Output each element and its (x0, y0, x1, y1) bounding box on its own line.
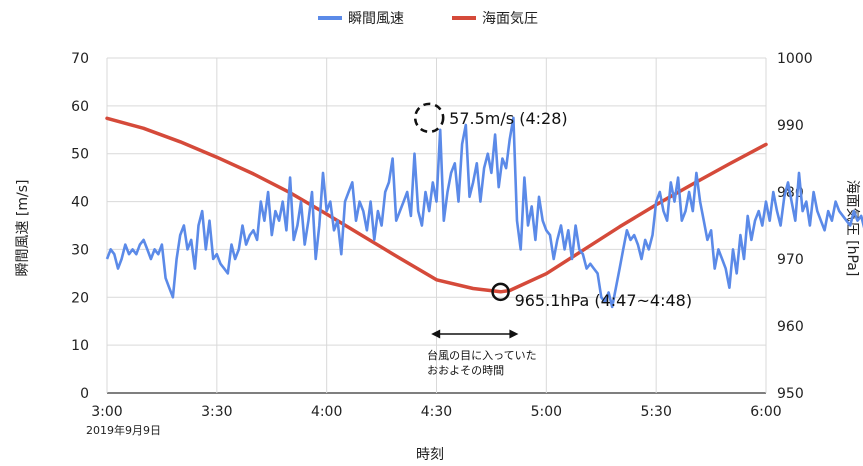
right-tick-label: 1000 (777, 51, 813, 67)
x-tick-label: 5:00 (531, 404, 562, 420)
right-tick-label: 990 (777, 118, 804, 134)
eye-bracket-label-line1: 台風の目に入っていた (427, 348, 536, 362)
eye-bracket-label-line2: おおよその時間 (427, 364, 504, 377)
x-axis-ticks: 3:00 3:30 4:00 4:30 5:00 5:30 6:00 (91, 404, 781, 420)
left-axis-ticks: 0 10 20 30 40 50 60 70 (71, 51, 89, 402)
left-tick-label: 0 (80, 386, 89, 402)
eye-bracket: 台風の目に入っていた おおよその時間 (427, 329, 537, 377)
gridlines (106, 57, 767, 394)
x-tick-label: 4:30 (421, 404, 452, 420)
wind-series-line (105, 116, 863, 309)
left-tick-label: 70 (71, 51, 89, 67)
x-tick-label: 5:30 (640, 404, 671, 420)
left-tick-label: 20 (71, 290, 89, 306)
right-axis-title: 海面気圧 [hPa] (844, 180, 860, 277)
legend: 瞬間風速 海面気圧 (318, 11, 538, 27)
left-tick-label: 40 (71, 195, 89, 211)
left-tick-label: 60 (71, 99, 89, 115)
wind-peak-marker (413, 102, 445, 134)
eye-bracket-left-head (431, 329, 441, 339)
wind-peak-label: 57.5m/s (4:28) (449, 109, 567, 128)
x-tick-label: 3:00 (91, 404, 122, 420)
date-label: 2019年9月9日 (86, 423, 161, 437)
x-tick-label: 6:00 (750, 404, 781, 420)
left-tick-label: 50 (71, 147, 89, 163)
x-tick-label: 3:30 (201, 404, 232, 420)
left-tick-label: 10 (71, 338, 89, 354)
right-tick-label: 950 (777, 386, 804, 402)
right-tick-label: 960 (777, 319, 804, 335)
legend-pressure-label: 海面気圧 (482, 11, 538, 27)
pressure-series-line (105, 116, 768, 294)
legend-wind-label: 瞬間風速 (348, 11, 404, 27)
pressure-min-label: 965.1hPa (4:47~4:48) (515, 291, 693, 310)
left-axis-title: 瞬間風速 [m/s] (15, 179, 31, 276)
pressure-min-marker (491, 282, 510, 302)
left-tick-label: 30 (71, 242, 89, 258)
x-axis-title: 時刻 (416, 447, 444, 463)
x-tick-label: 4:00 (311, 404, 342, 420)
right-tick-label: 970 (777, 252, 804, 268)
eye-bracket-right-head (509, 329, 519, 339)
